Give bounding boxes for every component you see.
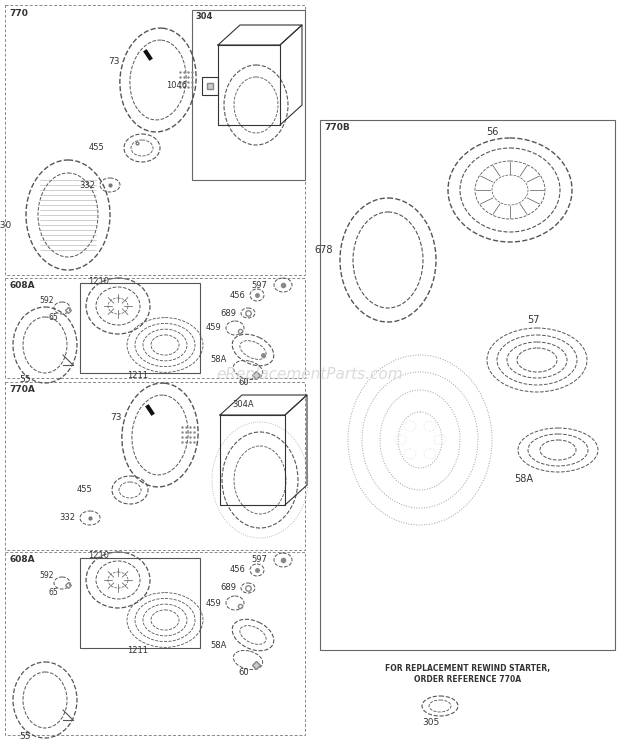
Text: 1211: 1211 — [127, 371, 148, 380]
Text: 608A: 608A — [9, 281, 35, 290]
Text: ORDER REFERENCE 770A: ORDER REFERENCE 770A — [414, 676, 521, 684]
Text: 608A: 608A — [9, 555, 35, 564]
Text: FOR REPLACEMENT REWIND STARTER,: FOR REPLACEMENT REWIND STARTER, — [386, 664, 551, 673]
Text: 597: 597 — [251, 556, 267, 565]
Text: 58A: 58A — [211, 641, 227, 650]
Text: 332: 332 — [79, 181, 95, 190]
Text: 73: 73 — [110, 412, 122, 422]
Text: 459: 459 — [205, 598, 221, 608]
Text: 58A: 58A — [211, 356, 227, 365]
Text: 592: 592 — [40, 571, 54, 580]
Text: 73: 73 — [108, 57, 120, 66]
Bar — [202, 77, 218, 95]
Bar — [5, 278, 305, 378]
Text: eReplacementParts.com: eReplacementParts.com — [216, 368, 404, 382]
Text: 678: 678 — [314, 245, 333, 255]
Text: 689: 689 — [220, 583, 236, 592]
Text: 65: 65 — [48, 588, 58, 597]
Text: 1046: 1046 — [166, 82, 187, 91]
Text: 597: 597 — [251, 280, 267, 289]
Text: 592: 592 — [40, 296, 54, 305]
Bar — [5, 5, 305, 275]
Bar — [80, 283, 200, 373]
Bar — [80, 558, 200, 648]
Text: 456: 456 — [229, 565, 245, 574]
Bar — [192, 10, 305, 180]
Text: 55: 55 — [19, 732, 31, 741]
Text: 65: 65 — [48, 313, 58, 322]
Text: 58A: 58A — [514, 474, 533, 484]
Text: 55: 55 — [19, 375, 31, 384]
Bar — [5, 552, 305, 735]
Text: 56: 56 — [486, 127, 498, 137]
Text: 456: 456 — [229, 290, 245, 300]
Text: 304A: 304A — [232, 400, 254, 409]
Bar — [320, 120, 615, 650]
Text: 305: 305 — [422, 718, 439, 727]
Text: 930: 930 — [0, 220, 12, 229]
Text: 60: 60 — [239, 668, 249, 677]
Text: 57: 57 — [527, 315, 539, 325]
Bar — [5, 382, 305, 550]
Text: 689: 689 — [220, 309, 236, 318]
Text: 455: 455 — [76, 486, 92, 495]
Text: 1211: 1211 — [127, 646, 148, 655]
Text: 770B: 770B — [324, 123, 350, 132]
Text: 304: 304 — [195, 12, 213, 21]
Text: 770A: 770A — [9, 385, 35, 394]
Text: 1210: 1210 — [88, 551, 109, 560]
Text: 770: 770 — [9, 9, 28, 18]
Text: 332: 332 — [59, 513, 75, 522]
Text: 455: 455 — [88, 144, 104, 153]
Text: 60: 60 — [239, 378, 249, 387]
Text: 459: 459 — [205, 324, 221, 333]
Text: 1210: 1210 — [88, 277, 109, 286]
